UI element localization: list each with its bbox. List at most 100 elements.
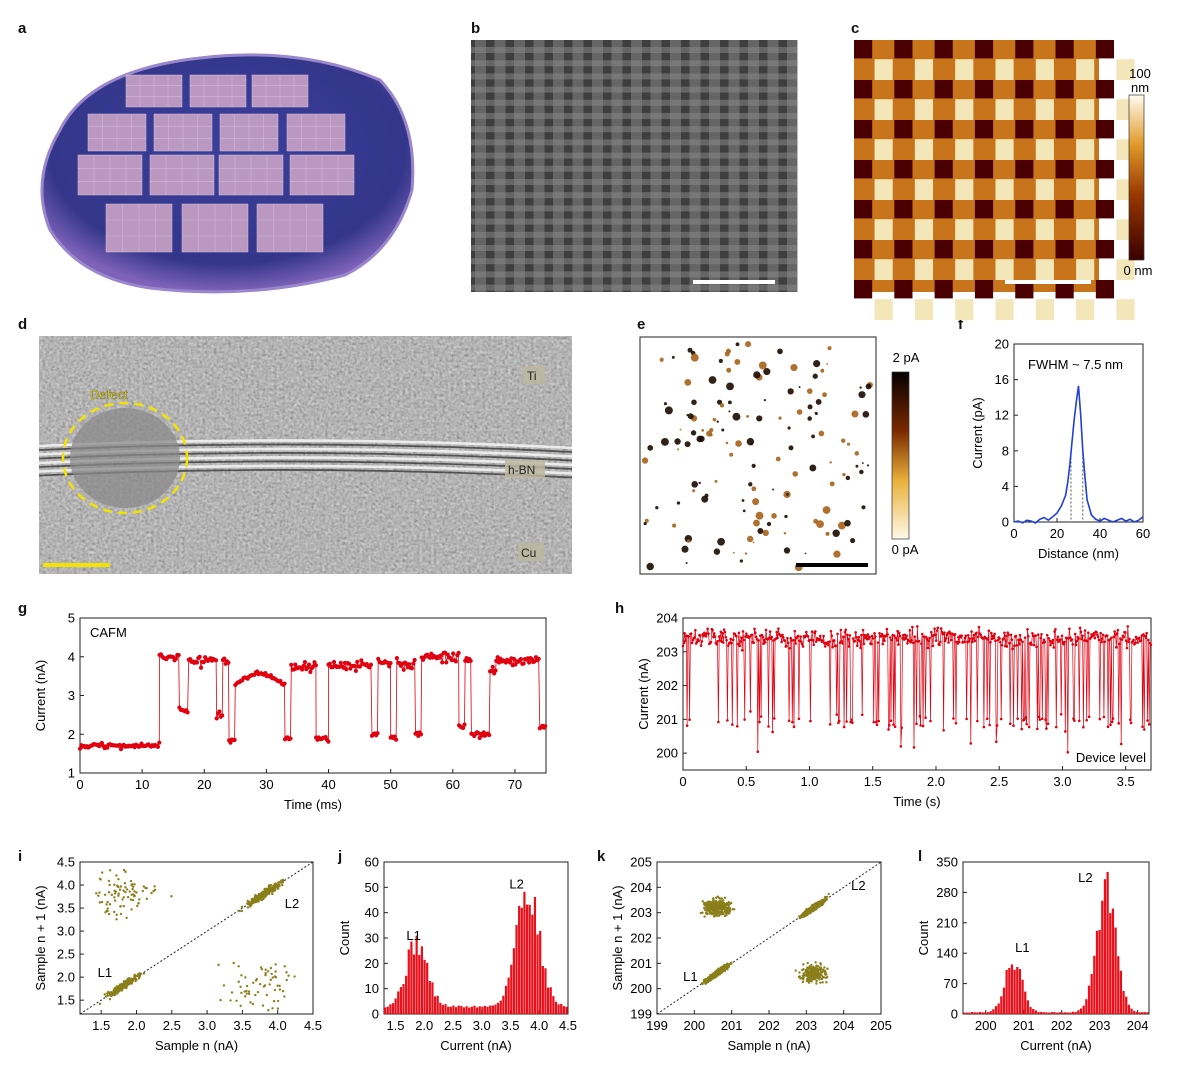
x-tick-label: 204 xyxy=(833,1018,855,1033)
data-point xyxy=(285,978,288,982)
histogram-bar xyxy=(1045,1012,1048,1014)
data-point xyxy=(272,999,276,1003)
data-point xyxy=(1103,640,1107,644)
data-point xyxy=(1133,641,1137,645)
plot-frame xyxy=(1013,343,1144,523)
data-point xyxy=(247,992,251,996)
data-point xyxy=(244,976,247,979)
x-tick-label: 4.0 xyxy=(269,1018,287,1033)
data-point xyxy=(507,660,513,665)
data-point xyxy=(832,639,836,642)
data-point xyxy=(911,625,914,629)
current-spot xyxy=(659,357,664,362)
y-tick-label: 16 xyxy=(995,372,1009,387)
data-point xyxy=(718,912,722,916)
data-point xyxy=(873,632,876,635)
scale-bar-b xyxy=(693,280,775,284)
histogram-bar xyxy=(1138,1012,1141,1014)
current-spot xyxy=(726,367,732,373)
data-point xyxy=(232,961,235,965)
histogram-bar xyxy=(1111,908,1115,1014)
fwhm-annotation: FWHM ~ 7.5 nm xyxy=(1028,357,1123,372)
device-annotation: Device level xyxy=(1076,750,1146,765)
chart-k: 199 200 201 202 203 204 205 199 200 201 202 203 204 2… xyxy=(610,855,892,1054)
data-point xyxy=(995,724,999,727)
data-point xyxy=(122,904,125,908)
current-spot xyxy=(690,430,697,436)
y-tick-label: 20 xyxy=(995,337,1009,352)
data-point xyxy=(1147,638,1150,642)
data-point xyxy=(1093,636,1097,640)
y-tick-label: 205 xyxy=(630,855,652,870)
data-point xyxy=(866,633,870,636)
data-point xyxy=(1056,635,1060,639)
data-point xyxy=(1078,626,1082,630)
y-tick-label: 50 xyxy=(365,880,379,895)
data-point xyxy=(1045,633,1049,637)
data-point xyxy=(240,974,243,977)
data-point xyxy=(793,629,797,633)
histogram-bar xyxy=(1079,1008,1083,1014)
data-point xyxy=(1000,643,1004,647)
data-point xyxy=(771,730,774,734)
colorbar-c-min: 0 nm xyxy=(1124,263,1153,278)
data-point xyxy=(125,916,128,920)
x-axis-label: Time (s) xyxy=(893,794,940,809)
cluster-label-l2: L2 xyxy=(285,896,299,911)
histogram-bar xyxy=(418,955,421,1014)
data-point xyxy=(353,668,358,673)
data-point xyxy=(352,663,357,668)
x-tick-label: 50 xyxy=(383,777,397,792)
data-point xyxy=(812,970,816,973)
data-point xyxy=(966,633,970,637)
chart-j: 1.5 2.0 2.5 3.0 3.5 4.0 4.5 0 10 20 30 40 50 60 Curren… xyxy=(337,855,577,1054)
x-tick-label: 4.5 xyxy=(559,1018,577,1033)
data-point xyxy=(741,630,745,633)
histogram-bar xyxy=(444,1004,447,1014)
data-point xyxy=(989,641,992,644)
data-point xyxy=(848,634,852,637)
panel-letter-c: c xyxy=(851,20,860,37)
data-point xyxy=(967,639,971,643)
histogram-bar xyxy=(1005,969,1008,1014)
histogram-bar xyxy=(1021,979,1024,1014)
data-point xyxy=(453,659,459,664)
data-point xyxy=(725,908,728,911)
histogram-bar xyxy=(557,1004,560,1014)
data-point xyxy=(704,634,708,638)
histogram-bar xyxy=(989,1011,992,1014)
data-point xyxy=(908,629,912,632)
histogram-bar xyxy=(1098,929,1101,1014)
data-point xyxy=(888,636,892,639)
data-point xyxy=(1108,638,1112,641)
histogram-bar xyxy=(1056,1012,1059,1014)
data-point xyxy=(827,643,830,647)
current-spot xyxy=(804,552,807,555)
x-tick-label: 200 xyxy=(683,1018,705,1033)
data-point xyxy=(113,910,116,914)
current-spot xyxy=(684,378,692,386)
data-point xyxy=(801,974,805,977)
data-point xyxy=(117,892,120,895)
data-point xyxy=(116,990,120,993)
data-point xyxy=(810,980,813,983)
data-point xyxy=(957,636,960,639)
data-point xyxy=(811,975,814,979)
data-point xyxy=(264,968,267,971)
x-tick-label: 0 xyxy=(1010,526,1017,541)
data-point xyxy=(112,991,115,994)
current-spot xyxy=(745,341,752,348)
data-point xyxy=(900,726,903,730)
current-spot xyxy=(744,552,748,555)
current-spot xyxy=(752,541,755,544)
data-point xyxy=(122,896,125,899)
data-point xyxy=(687,635,691,638)
data-point xyxy=(1060,634,1064,638)
histogram-bar xyxy=(391,1003,395,1014)
data-point xyxy=(259,982,262,986)
histogram-bar xyxy=(981,1012,984,1014)
data-point xyxy=(1023,636,1027,639)
data-point xyxy=(723,907,726,911)
data-point xyxy=(123,882,127,885)
data-point xyxy=(230,991,234,994)
